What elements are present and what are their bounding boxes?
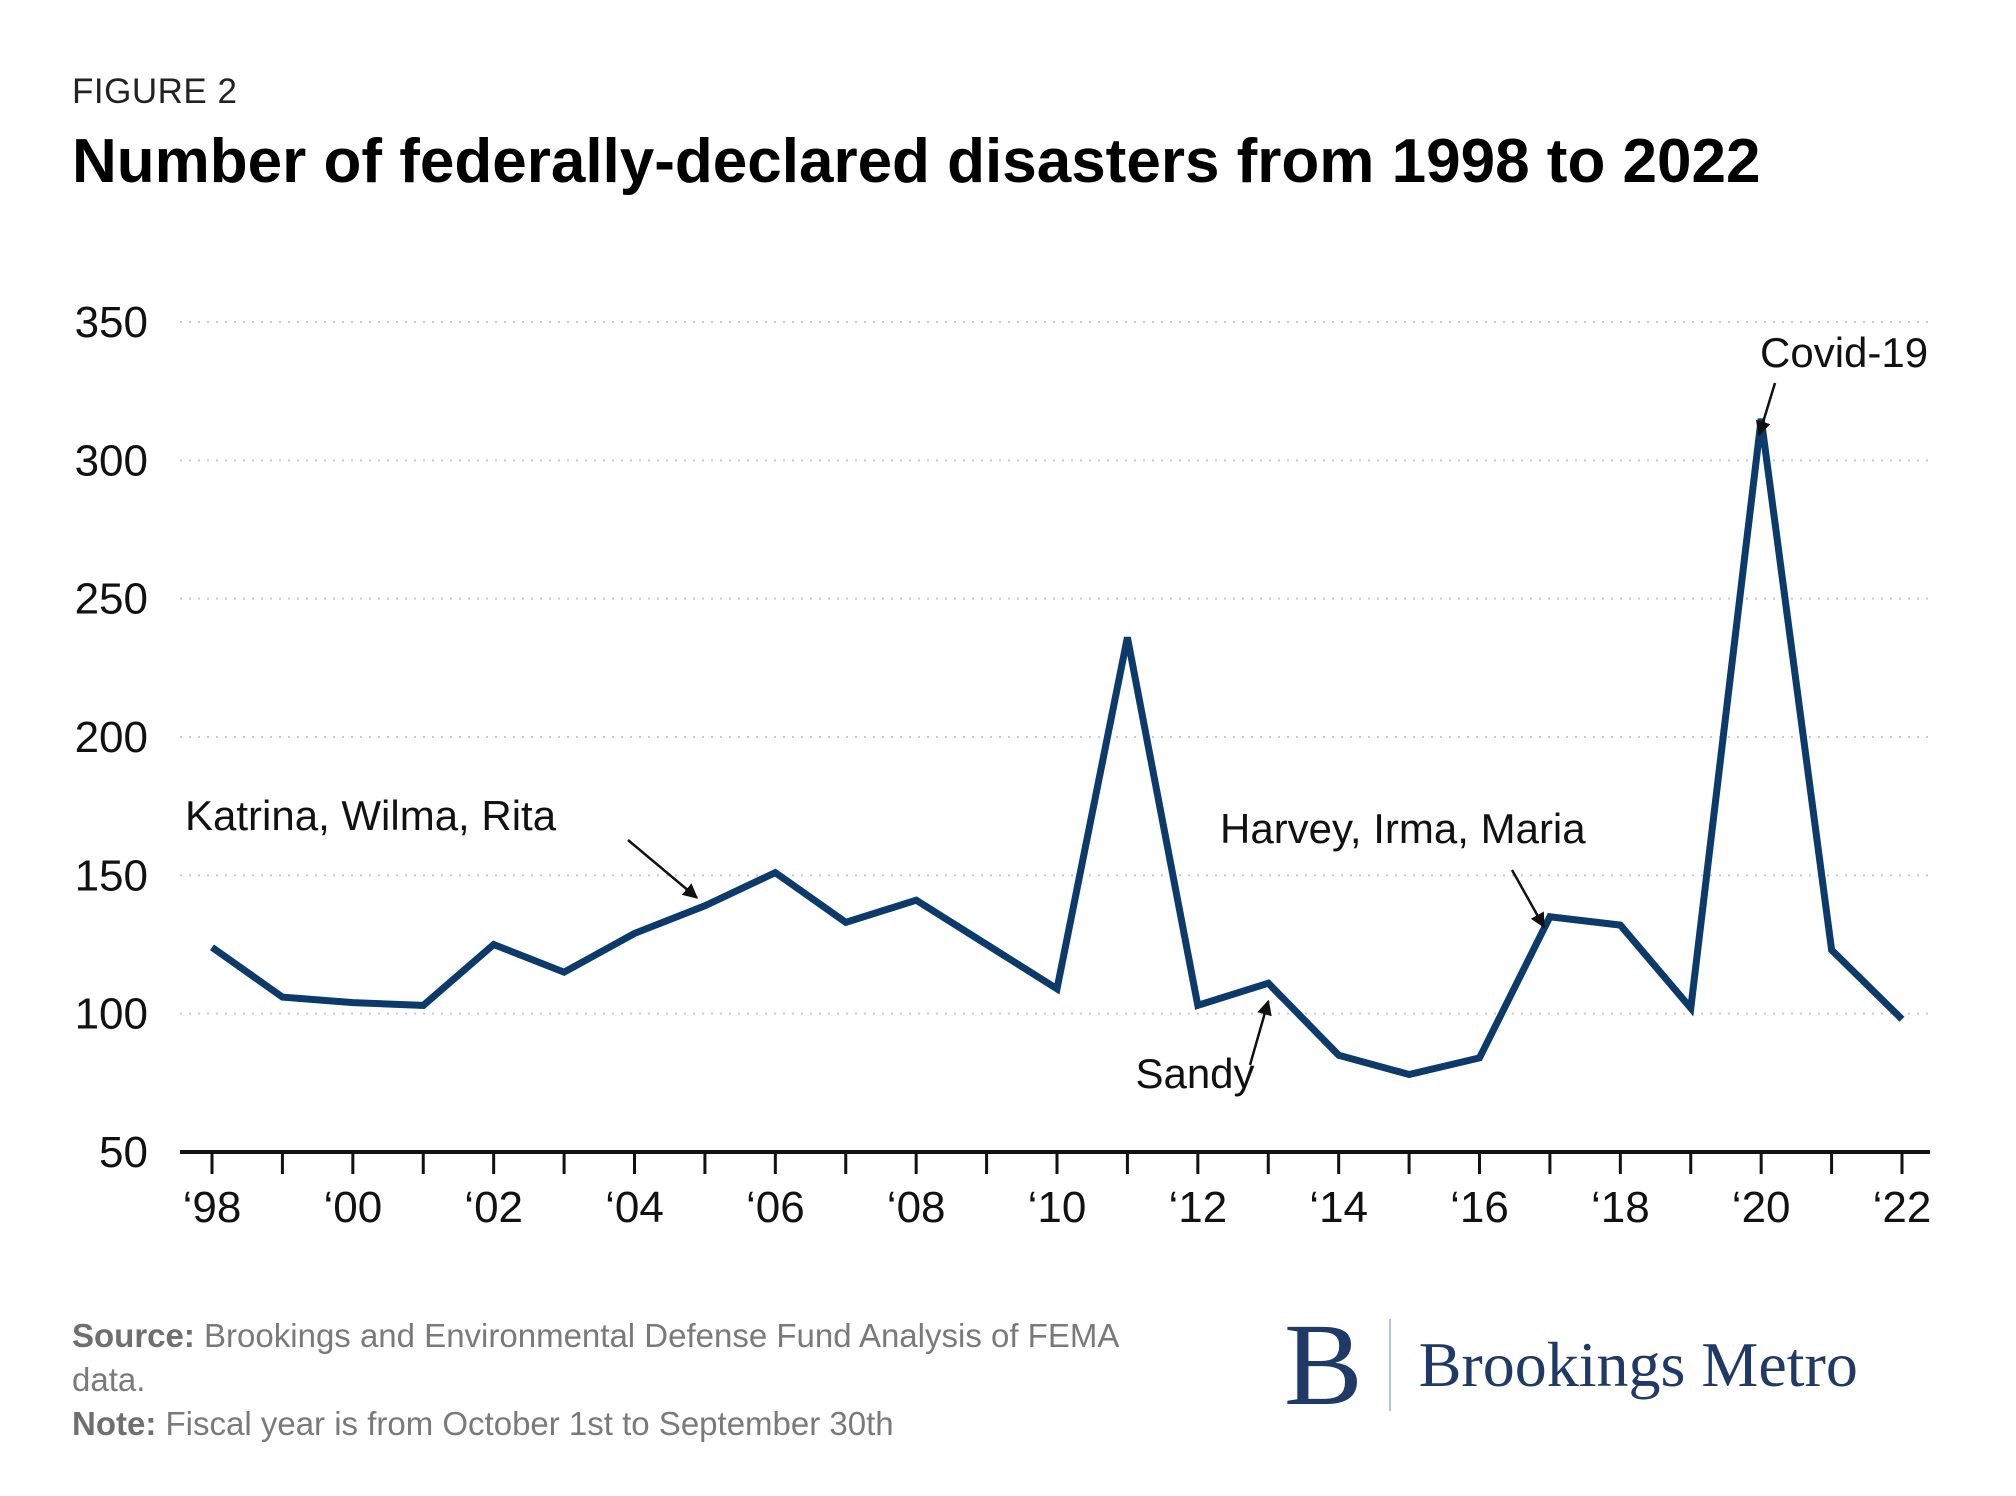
x-tick-label-2000: ‘00 xyxy=(323,1183,382,1232)
x-tick-label-2012: ‘12 xyxy=(1168,1183,1227,1232)
note-line: Note: Fiscal year is from October 1st to… xyxy=(72,1402,1122,1446)
grid-lines xyxy=(180,321,1930,1015)
chart-footer: Source: Brookings and Environmental Defe… xyxy=(72,1314,1122,1446)
brookings-metro-logo: B Brookings Metro xyxy=(1284,1300,1858,1430)
series-layer xyxy=(209,418,1905,1079)
source-line: Source: Brookings and Environmental Defe… xyxy=(72,1314,1122,1402)
y-tick-label-50: 50 xyxy=(99,1128,148,1177)
annotation-arrow-3 xyxy=(1755,382,1777,437)
logo-wordmark: Brookings Metro xyxy=(1418,1329,1858,1400)
annotation-arrow-1 xyxy=(1248,999,1272,1066)
series-line-0 xyxy=(209,418,1905,1079)
note-label: Note: xyxy=(72,1405,157,1442)
x-tick-label-2008: ‘08 xyxy=(887,1183,946,1232)
x-tick-label-2022: ‘22 xyxy=(1873,1183,1932,1232)
annotation-label-1: Sandy xyxy=(1135,1050,1254,1097)
annotations-layer: Katrina, Wilma, Rita Sandy Harvey, Irma, M… xyxy=(185,329,1928,1097)
annotation-arrow-2 xyxy=(1510,869,1546,929)
annotation-label-2: Harvey, Irma, Maria xyxy=(1220,805,1586,852)
x-tick-label-2002: ‘02 xyxy=(464,1183,523,1232)
annotation-label-3: Covid-19 xyxy=(1760,329,1928,376)
x-tick-label-2018: ‘18 xyxy=(1591,1183,1650,1232)
y-tick-label-150: 150 xyxy=(75,851,148,900)
x-axis: ‘98 ‘00 ‘02 ‘04 ‘06 ‘08 ‘10 ‘12 ‘14 ‘16 ‘18 ‘20 ‘22 xyxy=(180,1150,1932,1232)
y-tick-label-100: 100 xyxy=(75,990,148,1039)
logo-mark: B xyxy=(1284,1299,1363,1430)
x-tick-label-2014: ‘14 xyxy=(1309,1183,1368,1232)
x-tick-label-2006: ‘06 xyxy=(746,1183,805,1232)
y-tick-label-250: 250 xyxy=(75,575,148,624)
y-tick-label-300: 300 xyxy=(75,436,148,485)
x-tick-label-2020: ‘20 xyxy=(1732,1183,1791,1232)
annotation-arrow-0 xyxy=(627,839,699,899)
x-tick-label-2004: ‘04 xyxy=(605,1183,664,1232)
logo-divider xyxy=(1388,1319,1391,1411)
chart-title: Number of federally-declared disasters f… xyxy=(72,127,1761,196)
annotation-label-0: Katrina, Wilma, Rita xyxy=(185,792,557,839)
y-axis-tick-labels: 50 100 150 200 250 300 350 xyxy=(75,298,148,1177)
note-text: Fiscal year is from October 1st to Septe… xyxy=(165,1405,894,1442)
source-label: Source: xyxy=(72,1317,195,1354)
y-tick-label-350: 350 xyxy=(75,298,148,347)
x-tick-label-2010: ‘10 xyxy=(1028,1183,1087,1232)
x-tick-label-2016: ‘16 xyxy=(1450,1183,1509,1232)
figure-label: FIGURE 2 xyxy=(72,72,238,111)
y-tick-label-200: 200 xyxy=(75,713,148,762)
x-tick-label-1998: ‘98 xyxy=(183,1183,242,1232)
source-text: Brookings and Environmental Defense Fund… xyxy=(72,1317,1118,1398)
